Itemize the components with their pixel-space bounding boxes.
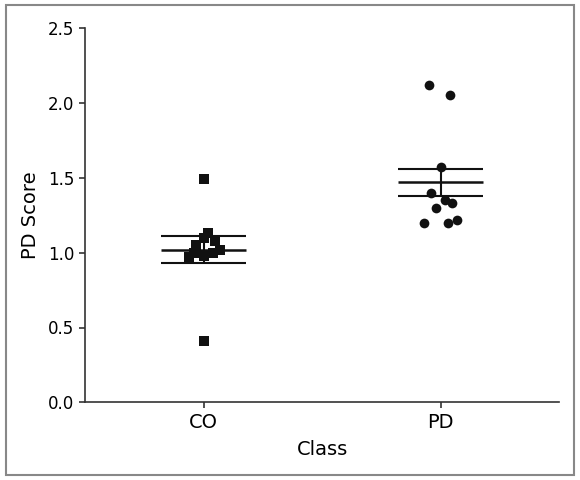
Y-axis label: PD Score: PD Score [21, 171, 40, 259]
X-axis label: Class: Class [296, 440, 347, 459]
